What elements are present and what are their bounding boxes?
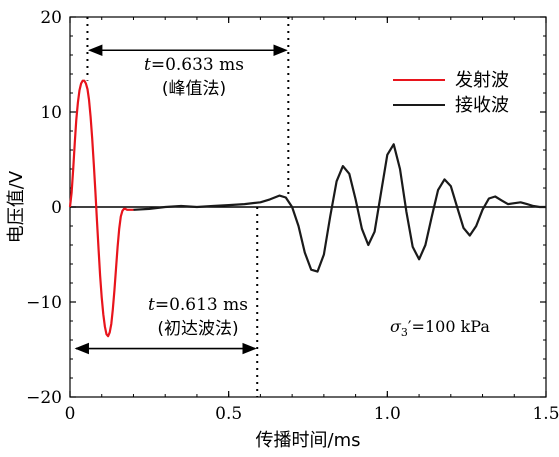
annotation-first-value: t=0.613 ms — [148, 295, 248, 315]
y-tick-label: −10 — [26, 293, 62, 313]
legend-label-receive: 接收波 — [455, 95, 509, 116]
annotation-peak-var: t — [144, 55, 151, 75]
x-tick-label: 0 — [65, 404, 76, 424]
annotation-first-method: (初达波法) — [157, 319, 238, 339]
y-tick-label: 20 — [40, 8, 62, 28]
axis-ticks — [69, 16, 547, 398]
y-tick-label: −20 — [26, 388, 62, 408]
legend-label-emit: 发射波 — [455, 70, 509, 91]
series-receive-line — [133, 143, 546, 273]
annotation-confining: σ3′=100 kPa — [390, 317, 490, 339]
annotation-peak-value: t=0.633 ms — [144, 55, 244, 75]
series-lines — [68, 79, 546, 338]
x-tick-label: 1.5 — [532, 404, 559, 424]
x-tick-label: 1.0 — [374, 404, 401, 424]
x-axis-label: 传播时间/ms — [256, 430, 361, 451]
annotation-peak-method: (峰值法) — [162, 79, 226, 99]
annotation-confining-rest: ′=100 kPa — [408, 317, 490, 336]
annotation-peak: t=0.633 ms (峰值法) — [144, 55, 244, 99]
annotation-first-rest: =0.613 ms — [155, 295, 248, 315]
annotation-first-var: t — [148, 295, 155, 315]
legend: 发射波 接收波 — [393, 70, 509, 116]
y-tick-label: 0 — [51, 198, 62, 218]
y-axis-label: 电压值/V — [6, 170, 27, 243]
annotation-peak-rest: =0.633 ms — [151, 55, 244, 75]
annotation-sigma-sub: 3 — [401, 326, 408, 339]
y-tick-label: 10 — [40, 103, 62, 123]
series-emit-line — [68, 79, 134, 338]
x-tick-label: 0.5 — [215, 404, 242, 424]
axis-tick-labels: 0 0.5 1.0 1.5 −20 −10 0 10 20 — [26, 8, 559, 424]
annotation-confining-text: σ3′=100 kPa — [390, 317, 490, 339]
annotation-lines — [74, 17, 290, 397]
annotation-sigma: σ — [390, 317, 402, 336]
annotation-first-arrival: t=0.613 ms (初达波法) — [148, 295, 248, 339]
